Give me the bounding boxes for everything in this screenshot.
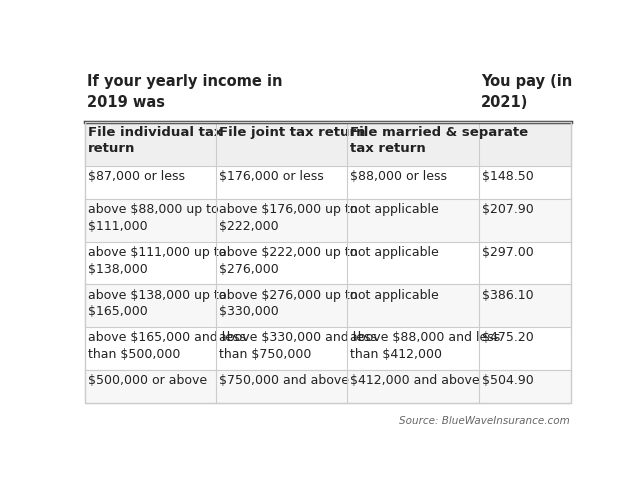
Text: $412,000 and above: $412,000 and above	[351, 374, 480, 387]
Text: above $276,000 up to
$330,000: above $276,000 up to $330,000	[219, 288, 358, 318]
Text: If your yearly income in
2019 was: If your yearly income in 2019 was	[88, 74, 283, 110]
Text: $504.90: $504.90	[482, 374, 533, 387]
Text: File married & separate
tax return: File married & separate tax return	[351, 126, 529, 155]
Text: $207.90: $207.90	[482, 204, 533, 216]
Bar	[85, 242, 571, 285]
Text: $297.00: $297.00	[482, 246, 533, 259]
Text: above $222,000 up to
$276,000: above $222,000 up to $276,000	[219, 246, 357, 276]
Text: not applicable: not applicable	[351, 204, 439, 216]
Text: $176,000 or less: $176,000 or less	[219, 170, 324, 183]
Text: above $330,000 and less
than $750,000: above $330,000 and less than $750,000	[219, 331, 377, 361]
Bar	[85, 327, 571, 370]
Bar	[85, 122, 571, 403]
Text: above $138,000 up to
$165,000: above $138,000 up to $165,000	[88, 288, 227, 318]
Bar	[85, 370, 571, 403]
Bar	[85, 199, 571, 242]
Text: $88,000 or less: $88,000 or less	[351, 170, 447, 183]
Text: File joint tax return: File joint tax return	[219, 126, 365, 139]
Text: above $165,000 and less
than $500,000: above $165,000 and less than $500,000	[88, 331, 246, 361]
Text: $500,000 or above: $500,000 or above	[88, 374, 207, 387]
Bar	[85, 122, 571, 166]
Text: $750,000 and above: $750,000 and above	[219, 374, 349, 387]
Text: above $88,000 and less
than $412,000: above $88,000 and less than $412,000	[351, 331, 500, 361]
Text: $475.20: $475.20	[482, 331, 533, 344]
Text: above $88,000 up to
$111,000: above $88,000 up to $111,000	[88, 204, 219, 233]
Text: not applicable: not applicable	[351, 246, 439, 259]
Text: $386.10: $386.10	[482, 288, 533, 302]
Text: above $111,000 up to
$138,000: above $111,000 up to $138,000	[88, 246, 226, 276]
Text: $87,000 or less: $87,000 or less	[88, 170, 185, 183]
Text: File individual tax
return: File individual tax return	[88, 126, 222, 155]
Text: not applicable: not applicable	[351, 288, 439, 302]
Text: $148.50: $148.50	[482, 170, 533, 183]
Bar	[85, 285, 571, 327]
Text: above $176,000 up to
$222,000: above $176,000 up to $222,000	[219, 204, 358, 233]
Text: Source: BlueWaveInsurance.com: Source: BlueWaveInsurance.com	[399, 416, 570, 426]
Bar	[85, 166, 571, 199]
Text: You pay (in
2021): You pay (in 2021)	[481, 74, 572, 110]
